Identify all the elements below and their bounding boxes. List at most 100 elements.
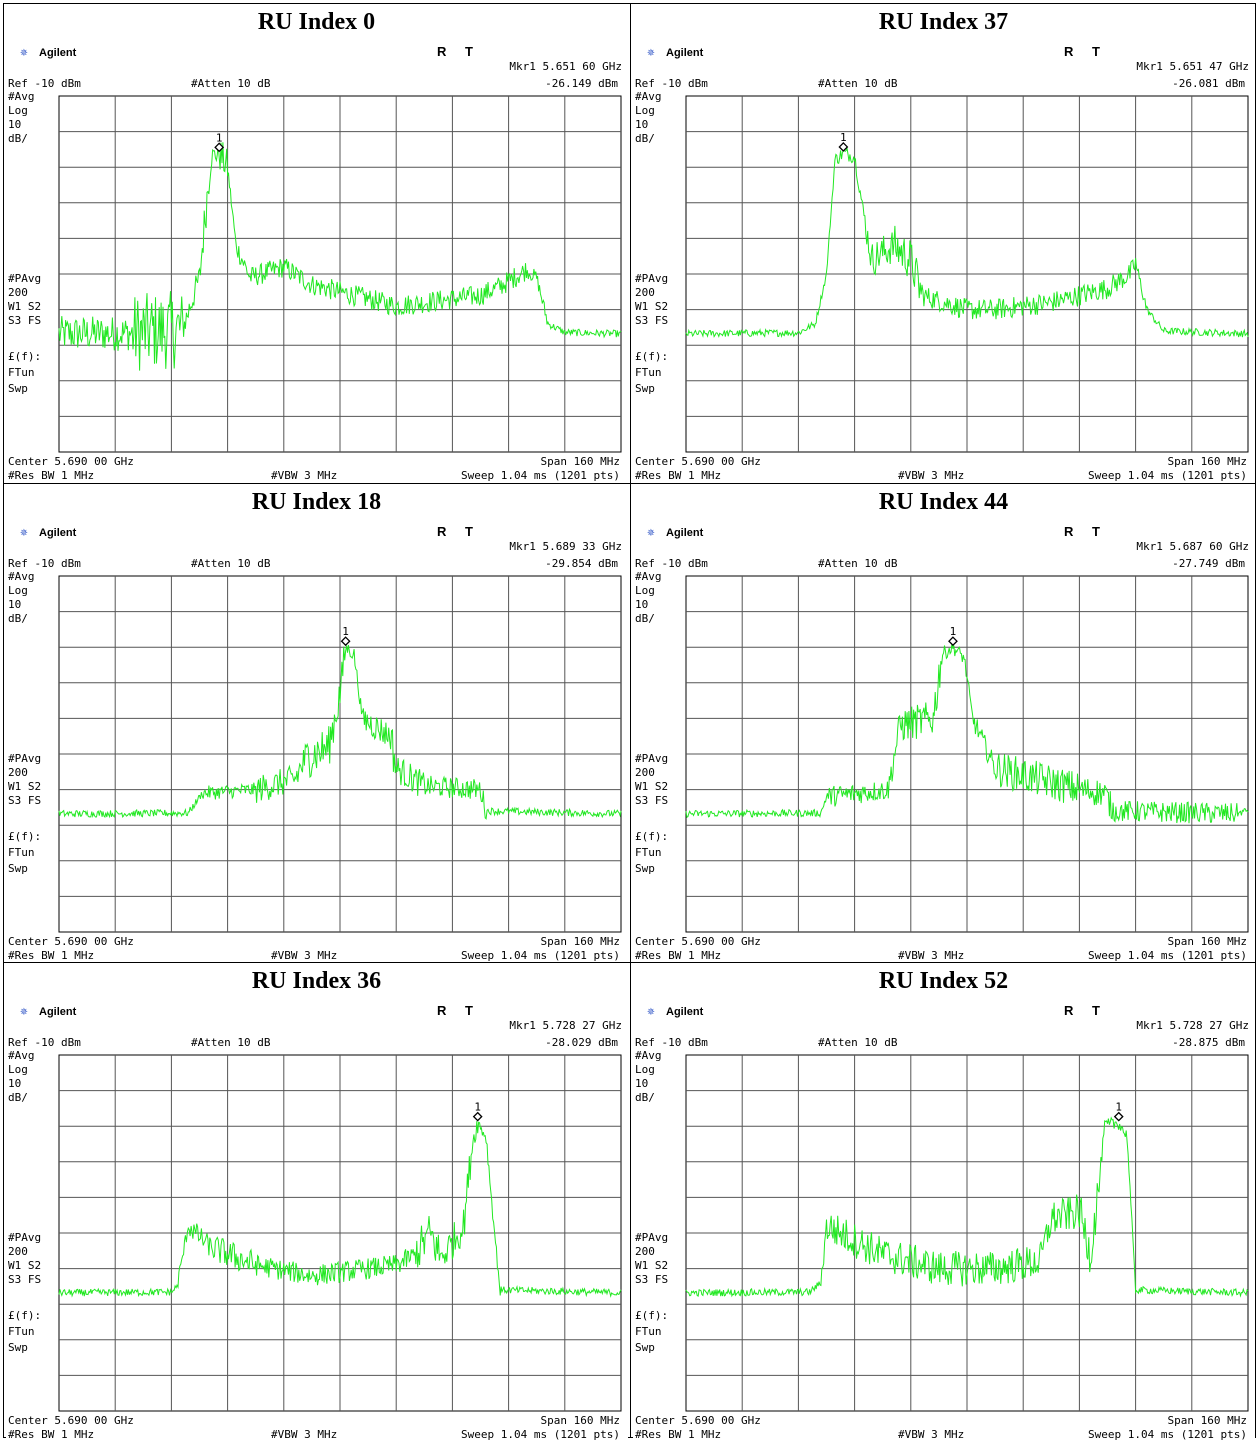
marker-level: -26.149 dBm (545, 77, 618, 90)
marker-diamond-icon (838, 142, 849, 152)
brand-label: Agilent (39, 1006, 77, 1018)
left-label: dB/ (8, 612, 28, 625)
left-label: £(f): (8, 1309, 41, 1322)
marker-number: 1 (840, 131, 847, 144)
marker-frequency: Mkr1 5.651 60 GHz (509, 60, 622, 73)
brand-label: Agilent (666, 527, 704, 539)
left-label: 10 (635, 118, 648, 131)
r-indicator: R (437, 1003, 447, 1018)
marker-level: -28.029 dBm (545, 1036, 618, 1049)
spectrum-trace (685, 641, 1249, 824)
spectrum-trace (685, 147, 1249, 339)
left-label: 10 (8, 598, 21, 611)
marker-frequency: Mkr1 5.728 27 GHz (509, 1019, 622, 1032)
reference-level: Ref -10 dBm (8, 77, 81, 90)
left-label: 10 (635, 1077, 648, 1090)
video-bandwidth: #VBW 3 MHz (898, 1428, 964, 1441)
sweep-time: Sweep 1.04 ms (1201 pts) (1088, 469, 1247, 482)
left-label: 200 (635, 766, 655, 779)
analyzer-screenshot: ✵ Agilent R T Mkr1 5.651 60 GHz Ref -10 dBm #A… (6, 42, 628, 482)
left-label: #Avg (8, 90, 35, 103)
agilent-spark-icon: ✵ (20, 45, 28, 60)
left-label: dB/ (635, 1091, 655, 1104)
left-label: #Avg (635, 1049, 662, 1062)
marker-diamond-icon (472, 1111, 483, 1122)
analyzer-screenshot: ✵ Agilent R T Mkr1 5.728 27 GHz Ref -10 dBm #A… (633, 1001, 1255, 1441)
left-label: FTun (8, 1325, 35, 1338)
span: Span 160 MHz (541, 1414, 620, 1427)
video-bandwidth: #VBW 3 MHz (271, 1428, 337, 1441)
left-label: #PAvg (635, 1231, 668, 1244)
row-divider (4, 962, 1255, 963)
brand-label: Agilent (39, 47, 77, 59)
r-indicator: R (437, 44, 447, 59)
left-label: 10 (635, 598, 648, 611)
left-label: £(f): (635, 350, 668, 363)
t-indicator: T (1092, 524, 1100, 539)
resolution-bandwidth: #Res BW 1 MHz (8, 949, 94, 962)
reference-level: Ref -10 dBm (635, 1036, 708, 1049)
left-label: Log (8, 1063, 28, 1076)
marker-frequency: Mkr1 5.687 60 GHz (1136, 540, 1249, 553)
spectrum-panel: RU Index 18 ✵ Agilent R T Mkr1 5.689 33 GHz Re… (4, 484, 629, 962)
marker-diamond-icon (214, 142, 225, 153)
sweep-time: Sweep 1.04 ms (1201 pts) (1088, 1428, 1247, 1441)
span: Span 160 MHz (1168, 455, 1247, 468)
left-label: 200 (8, 286, 28, 299)
left-label: £(f): (635, 1309, 668, 1322)
marker-diamond-icon (948, 636, 958, 647)
panel-title: RU Index 36 (251, 968, 382, 994)
panel-title: RU Index 18 (251, 489, 382, 515)
attenuation: #Atten 10 dB (191, 557, 271, 570)
row-divider (4, 483, 1255, 484)
left-label: 200 (635, 1245, 655, 1258)
left-label: W1 S2 (8, 780, 41, 793)
span: Span 160 MHz (1168, 935, 1247, 948)
left-label: £(f): (8, 830, 41, 843)
agilent-spark-icon: ✵ (20, 525, 28, 540)
r-indicator: R (1064, 524, 1074, 539)
marker-level: -27.749 dBm (1172, 557, 1245, 570)
panel-title: RU Index 52 (878, 968, 1009, 994)
left-label: Swp (635, 382, 655, 395)
video-bandwidth: #VBW 3 MHz (271, 949, 337, 962)
t-indicator: T (1092, 44, 1100, 59)
video-bandwidth: #VBW 3 MHz (271, 469, 337, 482)
left-label: #Avg (635, 90, 662, 103)
left-label: Swp (8, 862, 28, 875)
center-frequency: Center 5.690 00 GHz (635, 935, 761, 948)
brand-label: Agilent (39, 527, 77, 539)
left-label: S3 FS (8, 794, 41, 807)
left-label: #PAvg (8, 1231, 41, 1244)
left-label: FTun (635, 846, 662, 859)
left-label: dB/ (8, 132, 28, 145)
marker-number: 1 (474, 1101, 481, 1114)
marker-frequency: Mkr1 5.728 27 GHz (1136, 1019, 1249, 1032)
center-frequency: Center 5.690 00 GHz (8, 935, 134, 948)
left-label: S3 FS (635, 794, 668, 807)
left-label: 10 (8, 118, 21, 131)
marker-level: -26.081 dBm (1172, 77, 1245, 90)
spectrum-panel: RU Index 36 ✵ Agilent R T Mkr1 5.728 27 GHz Re… (4, 963, 629, 1441)
left-label: #PAvg (8, 272, 41, 285)
left-label: Swp (635, 862, 655, 875)
left-label: Log (635, 1063, 655, 1076)
left-label: Log (8, 104, 28, 117)
figure-grid: RU Index 0 ✵ Agilent R T Mkr1 5.651 60 GHz Ref… (3, 3, 1256, 1441)
marker-frequency: Mkr1 5.689 33 GHz (509, 540, 622, 553)
left-label: Swp (8, 382, 28, 395)
marker-frequency: Mkr1 5.651 47 GHz (1136, 60, 1249, 73)
center-frequency: Center 5.690 00 GHz (635, 1414, 761, 1427)
left-label: Swp (635, 1341, 655, 1354)
sweep-time: Sweep 1.04 ms (1201 pts) (1088, 949, 1247, 962)
spectrum-trace (58, 644, 622, 820)
marker-number: 1 (216, 131, 223, 144)
left-label: S3 FS (8, 1273, 41, 1286)
left-label: Swp (8, 1341, 28, 1354)
left-label: dB/ (8, 1091, 28, 1104)
